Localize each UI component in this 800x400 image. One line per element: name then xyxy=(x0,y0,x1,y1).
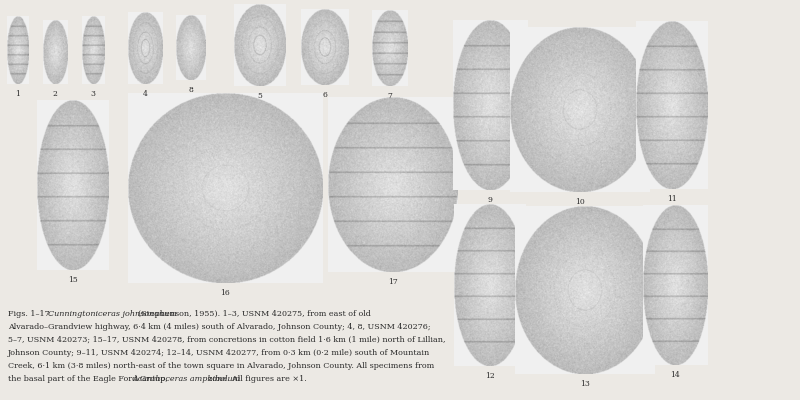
Text: 13: 13 xyxy=(580,380,590,388)
Text: the basal part of the Eagle Ford Group,: the basal part of the Eagle Ford Group, xyxy=(8,375,173,383)
Text: 7: 7 xyxy=(387,92,393,100)
Text: 1: 1 xyxy=(15,90,21,98)
Text: Acanthoceras amphibolum: Acanthoceras amphibolum xyxy=(133,375,242,383)
Text: Johnson County; 9–11, USNM 420274; 12–14, USNM 420277, from 0·3 km (0·2 mile) so: Johnson County; 9–11, USNM 420274; 12–14… xyxy=(8,349,430,357)
Text: 15: 15 xyxy=(68,276,78,284)
Text: 4: 4 xyxy=(142,90,147,98)
Text: 5–7, USNM 420273; 15–17, USNM 420278, from concretions in cotton field 1·6 km (1: 5–7, USNM 420273; 15–17, USNM 420278, fr… xyxy=(8,336,446,344)
Text: Figs. 1–17.: Figs. 1–17. xyxy=(8,310,57,318)
Text: 3: 3 xyxy=(90,90,95,98)
Text: zone. All figures are ×1.: zone. All figures are ×1. xyxy=(203,375,307,383)
Text: 14: 14 xyxy=(670,371,680,379)
Text: (Stephenson, 1955). 1–3, USNM 420275, from east of old: (Stephenson, 1955). 1–3, USNM 420275, fr… xyxy=(133,310,371,318)
Text: 2: 2 xyxy=(53,90,58,98)
Text: 6: 6 xyxy=(322,91,327,99)
Text: 8: 8 xyxy=(189,86,194,94)
Text: 10: 10 xyxy=(575,198,585,206)
Text: 11: 11 xyxy=(667,195,677,203)
Text: Cunningtoniceras johnsonanum: Cunningtoniceras johnsonanum xyxy=(48,310,177,318)
Text: 17: 17 xyxy=(388,278,398,286)
Text: 9: 9 xyxy=(487,196,493,204)
Text: Creek, 6·1 km (3·8 miles) north-east of the town square in Alvarado, Johnson Cou: Creek, 6·1 km (3·8 miles) north-east of … xyxy=(8,362,434,370)
Text: 16: 16 xyxy=(220,289,230,297)
Text: 5: 5 xyxy=(258,92,262,100)
Text: 12: 12 xyxy=(485,372,495,380)
Text: Alvarado–Grandview highway, 6·4 km (4 miles) south of Alvarado, Johnson County; : Alvarado–Grandview highway, 6·4 km (4 mi… xyxy=(8,323,430,331)
